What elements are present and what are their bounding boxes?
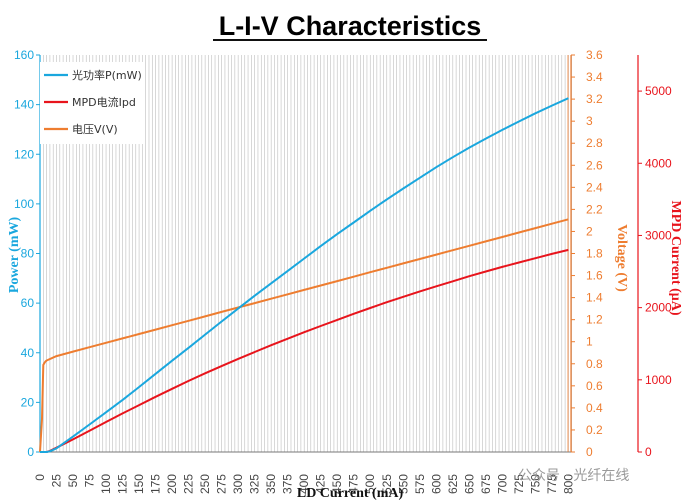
- x-tick-label: 25: [50, 474, 64, 488]
- voltage-tick-label: 2.8: [586, 136, 603, 150]
- voltage-tick-label: 3.6: [586, 48, 603, 62]
- left-tick-label: 120: [14, 147, 34, 161]
- voltage-tick-label: 0.4: [586, 401, 603, 415]
- voltage-tick-label: 2.6: [586, 158, 603, 172]
- mpd-axis-title: MPD Current (μA): [668, 201, 683, 316]
- x-tick-label: 150: [132, 474, 146, 494]
- series-line-right_outer: [40, 248, 569, 453]
- x-tick-label: 775: [545, 474, 559, 494]
- x-tick-label: 300: [231, 474, 245, 494]
- x-tick-label: 700: [495, 474, 509, 494]
- x-tick-label: 600: [429, 474, 443, 494]
- x-tick-label: 400: [297, 474, 311, 494]
- left-tick-label: 60: [21, 296, 35, 310]
- x-tick-label: 425: [314, 474, 328, 494]
- voltage-tick-label: 1.4: [586, 291, 603, 305]
- left-tick-label: 20: [21, 395, 35, 409]
- mpd-tick-label: 4000: [645, 156, 672, 170]
- voltage-tick-label: 1.2: [586, 313, 603, 327]
- vertical-gridlines: [39, 55, 572, 452]
- voltage-tick-label: 1.6: [586, 269, 603, 283]
- mpd-tick-label: 3000: [645, 228, 672, 242]
- x-tick-label: 550: [396, 474, 410, 494]
- x-tick-label: 750: [528, 474, 542, 494]
- x-tick-label: 575: [413, 474, 427, 494]
- voltage-tick-label: 1: [586, 335, 593, 349]
- x-tick-label: 50: [66, 474, 80, 488]
- x-tick-label: 475: [347, 474, 361, 494]
- legend-label: 光功率P(mW): [72, 68, 142, 82]
- x-tick-label: 525: [380, 474, 394, 494]
- x-tick-label: 500: [363, 474, 377, 494]
- x-tick-label: 625: [446, 474, 460, 494]
- x-tick-label: 0: [33, 474, 47, 481]
- voltage-tick-label: 2: [586, 224, 593, 238]
- x-tick-label: 450: [330, 474, 344, 494]
- x-tick-label: 125: [116, 474, 130, 494]
- voltage-tick-label: 1.8: [586, 247, 603, 261]
- x-tick-label: 800: [561, 474, 575, 494]
- left-tick-label: 160: [14, 48, 34, 62]
- voltage-tick-label: 0.6: [586, 379, 603, 393]
- x-tick-label: 325: [248, 474, 262, 494]
- left-tick-label: 80: [21, 247, 35, 261]
- watermark: 公众号 · 光纤在线: [518, 468, 629, 484]
- chart-title: L-I-V Characteristics: [219, 11, 482, 41]
- mpd-tick-label: 2000: [645, 301, 672, 315]
- voltage-tick-label: 2.2: [586, 202, 603, 216]
- series-line-left: [40, 97, 569, 453]
- legend-label: 电压V(V): [72, 123, 118, 136]
- legend: 光功率P(mW) MPD电流Ipd 电压V(V): [40, 62, 145, 144]
- left-tick-label: 140: [14, 98, 34, 112]
- left-tick-label: 0: [27, 445, 34, 459]
- mpd-tick-label: 0: [645, 445, 652, 459]
- series-lines: [39, 97, 569, 453]
- x-tick-label: 650: [462, 474, 476, 494]
- x-tick-label: 175: [149, 474, 163, 494]
- x-tick-label: 375: [281, 474, 295, 494]
- voltage-tick-label: 3: [586, 114, 593, 128]
- voltage-tick-label: 0: [586, 445, 593, 459]
- voltage-tick-label: 2.4: [586, 180, 603, 194]
- voltage-tick-label: 0.8: [586, 357, 603, 371]
- x-tick-label: 250: [198, 474, 212, 494]
- x-tick-label: 200: [165, 474, 179, 494]
- left-tick-label: 100: [14, 197, 34, 211]
- x-tick-label: 675: [479, 474, 493, 494]
- legend-label: MPD电流Ipd: [72, 95, 136, 109]
- x-tick-label: 350: [264, 474, 278, 494]
- x-tick-label: 725: [512, 474, 526, 494]
- x-tick-label: 75: [83, 474, 97, 488]
- voltage-tick-label: 3.4: [586, 70, 603, 84]
- x-axis-title: LD Current (mA): [297, 486, 404, 501]
- voltage-tick-label: 3.2: [586, 92, 603, 106]
- mpd-tick-label: 1000: [645, 373, 672, 387]
- voltage-tick-label: 0.2: [586, 423, 603, 437]
- x-tick-label: 225: [182, 474, 196, 494]
- x-tick-label: 275: [215, 474, 229, 494]
- series-line-right_inner: [39, 218, 569, 453]
- voltage-axis-title: Voltage (V): [614, 224, 629, 292]
- x-tick-label: 100: [99, 474, 113, 494]
- left-tick-label: 40: [21, 346, 35, 360]
- left-axis-title: Power (mW): [7, 217, 22, 294]
- mpd-tick-label: 5000: [645, 84, 672, 98]
